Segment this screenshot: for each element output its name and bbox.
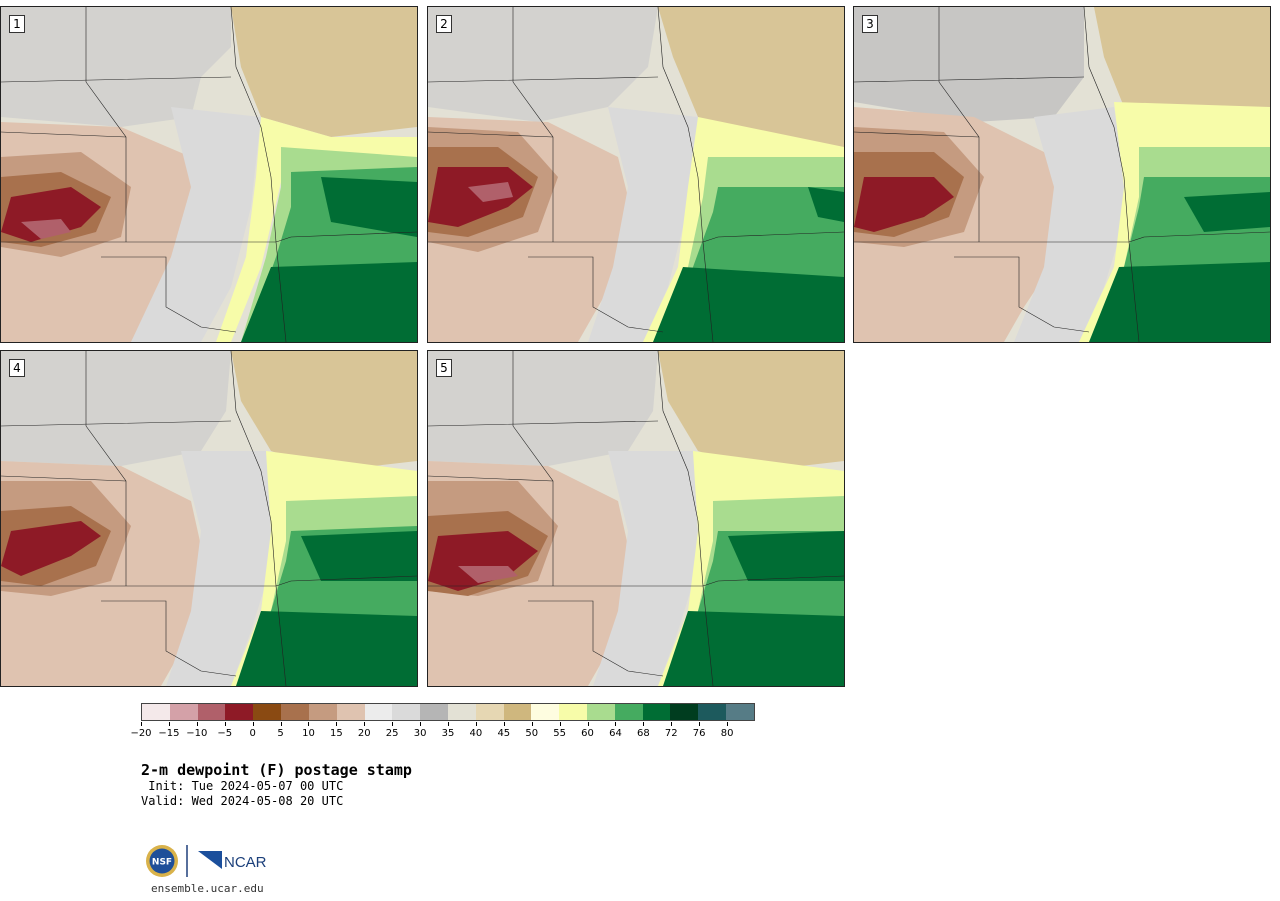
dewpoint-map: [1, 7, 417, 342]
colorbar-swatch-12: [475, 704, 504, 720]
colorbar-tick: [141, 722, 142, 726]
colorbar-tick: [280, 722, 282, 726]
member-panel-3: 3: [853, 6, 1271, 343]
colorbar-swatch-5: [281, 704, 309, 720]
valid-time: Valid: Wed 2024-05-08 20 UTC: [141, 794, 344, 808]
colorbar-tick: [224, 722, 226, 726]
colorbar-swatch-18: [642, 704, 671, 720]
colorbar-tick: [727, 722, 729, 726]
colorbar-tick: [587, 722, 589, 726]
dewpoint-map: [1, 351, 417, 686]
colorbar-tick-label: −15: [158, 728, 180, 739]
colorbar-tick-label: −20: [130, 728, 152, 739]
colorbar-tick-label: 30: [413, 728, 427, 739]
colorbar-tick-label: 35: [441, 728, 455, 739]
colorbar-swatch-3: [225, 704, 254, 720]
member-number: 4: [9, 359, 25, 377]
colorbar-tick-label: 60: [581, 728, 594, 739]
member-panel-4: 4: [0, 350, 418, 687]
colorbar-tick-label: 40: [469, 728, 483, 739]
colorbar-tick: [643, 722, 645, 726]
member-number: 2: [436, 15, 452, 33]
colorbar-tick: [168, 722, 170, 726]
colorbar-swatch-19: [670, 704, 699, 720]
colorbar-tick-label: 64: [609, 728, 622, 739]
ncar-mark-icon: [198, 851, 222, 869]
colorbar-tick-label: 72: [664, 728, 678, 739]
colorbar-swatch-6: [308, 704, 337, 720]
nsf-seal-text: NSF: [152, 858, 172, 868]
chart-title: 2-m dewpoint (F) postage stamp: [141, 761, 412, 779]
member-panel-2: 2: [427, 6, 845, 343]
colorbar: [141, 703, 755, 721]
colorbar-tick-label: −5: [217, 728, 233, 739]
colorbar-swatch-14: [531, 704, 560, 720]
init-time: Init: Tue 2024-05-07 00 UTC: [141, 779, 344, 793]
colorbar-swatch-7: [336, 704, 365, 720]
colorbar-swatch-1: [169, 704, 198, 720]
colorbar-tick: [448, 722, 449, 726]
colorbar-tick: [392, 722, 394, 726]
colorbar-swatch-21: [726, 704, 754, 720]
colorbar-swatch-2: [197, 704, 226, 720]
ncar-wordmark: NCAR: [224, 854, 267, 871]
colorbar-tick-label: 20: [357, 728, 371, 739]
colorbar-tick: [308, 722, 310, 726]
colorbar-tick: [699, 722, 701, 726]
colorbar-swatch-10: [420, 704, 448, 720]
colorbar-tick-label: 15: [329, 728, 343, 739]
colorbar-tick-label: 80: [720, 728, 734, 739]
colorbar-tick: [615, 722, 617, 726]
colorbar-swatch-4: [253, 704, 282, 720]
member-panel-1: 1: [0, 6, 418, 343]
colorbar-tick: [364, 722, 366, 726]
colorbar-tick: [196, 722, 198, 726]
colorbar-swatch-17: [614, 704, 643, 720]
colorbar-swatch-15: [559, 704, 587, 720]
dewpoint-map: [854, 7, 1270, 342]
member-number: 3: [862, 15, 878, 33]
colorbar-tick: [420, 722, 422, 726]
colorbar-tick: [475, 722, 477, 726]
colorbar-tick-label: 50: [525, 728, 539, 739]
colorbar-tick: [252, 722, 254, 726]
colorbar-tick: [336, 722, 338, 726]
nsf-ncar-logo: NSF NCAR: [146, 845, 267, 877]
colorbar-tick-label: −10: [186, 728, 208, 739]
colorbar-tick-label: 76: [692, 728, 706, 739]
colorbar-swatch-16: [587, 704, 615, 720]
colorbar-tick: [671, 722, 673, 726]
colorbar-tick-label: 5: [277, 728, 284, 739]
colorbar-swatch-9: [392, 704, 421, 720]
nsf-seal-icon: NSF: [146, 845, 178, 877]
colorbar-swatch-0: [142, 704, 170, 720]
colorbar-tick-label: 55: [553, 728, 566, 739]
colorbar-tick-label: 68: [636, 728, 650, 739]
website-link[interactable]: ensemble.ucar.edu: [151, 882, 264, 895]
colorbar-tick: [531, 722, 533, 726]
colorbar-tick-label: 45: [497, 728, 511, 739]
colorbar-tick-label: 0: [249, 728, 256, 739]
member-number: 5: [436, 359, 452, 377]
member-panel-5: 5: [427, 350, 845, 687]
colorbar-tick: [559, 722, 561, 726]
dewpoint-map: [428, 351, 844, 686]
colorbar-tick-label: 10: [302, 728, 315, 739]
colorbar-tick: [503, 722, 505, 726]
colorbar-swatch-20: [698, 704, 727, 720]
colorbar-swatch-13: [503, 704, 532, 720]
colorbar-swatch-11: [447, 704, 476, 720]
dewpoint-map: [428, 7, 844, 342]
colorbar-tick-label: 25: [385, 728, 399, 739]
colorbar-swatch-8: [364, 704, 393, 720]
colorbar-ticks: −20 −15 −10 −5 0 5 10 15 20 25 30 35 40 45 50 55 60 64 68 7…: [130, 722, 755, 742]
member-number: 1: [9, 15, 25, 33]
